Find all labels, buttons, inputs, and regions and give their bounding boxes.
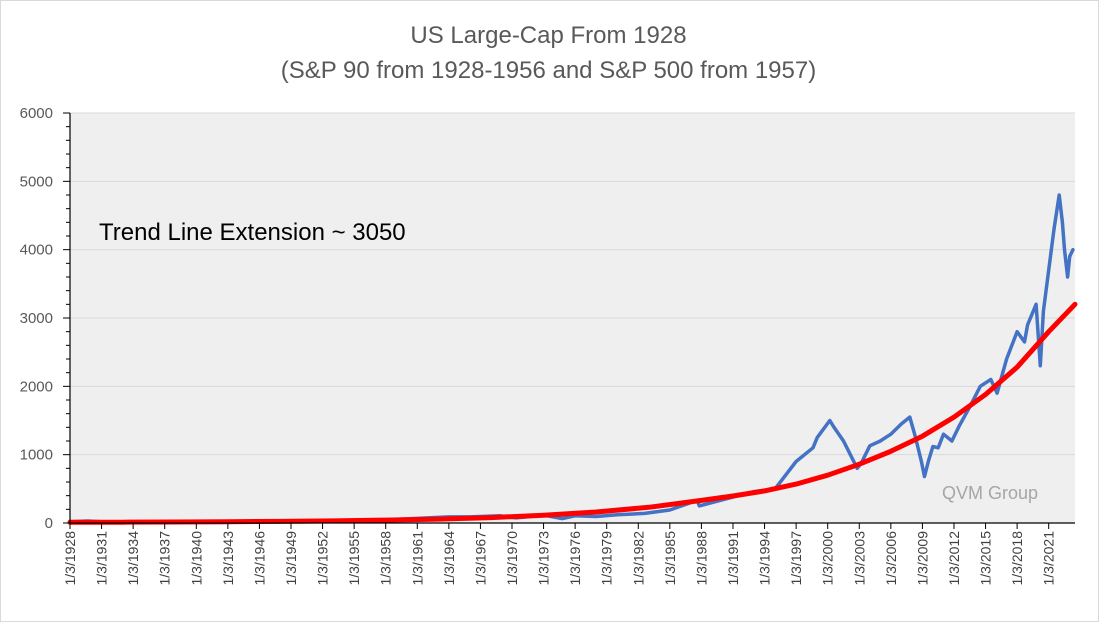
x-tick-label: 1/3/2015 bbox=[978, 531, 994, 586]
x-tick-label: 1/3/2006 bbox=[883, 531, 899, 586]
x-tick-label: 1/3/1973 bbox=[536, 531, 552, 586]
x-tick-label: 1/3/1985 bbox=[662, 531, 678, 586]
x-tick-label: 1/3/2012 bbox=[946, 531, 962, 586]
series-line-trend bbox=[67, 301, 1078, 525]
x-tick-label: 1/3/1958 bbox=[378, 531, 394, 586]
x-tick-label: 1/3/2021 bbox=[1041, 531, 1057, 586]
x-tick-label: 1/3/1961 bbox=[409, 531, 425, 586]
x-tick-label: 1/3/1931 bbox=[94, 531, 110, 586]
trend-annotation: Trend Line Extension ~ 3050 bbox=[99, 219, 406, 246]
x-tick-label: 1/3/1997 bbox=[788, 531, 804, 586]
x-tick-label: 1/3/1964 bbox=[441, 531, 457, 586]
y-tick-label: 6000 bbox=[20, 105, 53, 122]
x-tick-label: 1/3/1940 bbox=[188, 531, 204, 586]
series-group bbox=[67, 193, 1078, 525]
x-tick-label: 1/3/1970 bbox=[504, 531, 520, 586]
x-tick-label: 1/3/1967 bbox=[472, 531, 488, 586]
x-tick-label: 1/3/1982 bbox=[630, 531, 646, 586]
x-tick-label: 1/3/1949 bbox=[283, 531, 299, 586]
x-tick-label: 1/3/1994 bbox=[757, 531, 773, 586]
y-tick-label: 0 bbox=[45, 515, 53, 532]
x-tick-label: 1/3/1976 bbox=[567, 531, 583, 586]
x-tick-label: 1/3/2009 bbox=[914, 531, 930, 586]
y-tick-label: 5000 bbox=[20, 173, 53, 190]
x-tick-label: 1/3/2018 bbox=[1009, 531, 1025, 586]
chart-title: US Large-Cap From 1928 bbox=[410, 22, 687, 49]
y-tick-label: 3000 bbox=[20, 310, 53, 327]
x-tick-label: 1/3/1943 bbox=[220, 531, 236, 586]
axes bbox=[63, 112, 1075, 529]
x-tick-label: 1/3/1988 bbox=[693, 531, 709, 586]
x-tick-label: 1/3/1937 bbox=[157, 531, 173, 586]
chart-subtitle: (S&P 90 from 1928-1956 and S&P 500 from … bbox=[280, 57, 817, 84]
x-tick-label: 1/3/1928 bbox=[62, 531, 78, 586]
x-tick-label: 1/3/1934 bbox=[125, 531, 141, 586]
x-tick-label: 1/3/1955 bbox=[346, 531, 362, 586]
x-tick-label: 1/3/1979 bbox=[599, 531, 615, 586]
y-tick-label: 4000 bbox=[20, 242, 53, 259]
x-tick-label: 1/3/2003 bbox=[851, 531, 867, 586]
x-tick-label: 1/3/1946 bbox=[251, 531, 267, 586]
y-tick-labels: 0 1000 2000 3000 4000 5000 6000 bbox=[20, 105, 53, 532]
source-watermark: QVM Group bbox=[942, 483, 1038, 503]
x-tick-label: 1/3/2000 bbox=[820, 531, 836, 586]
x-tick-label: 1/3/1991 bbox=[725, 531, 741, 586]
x-tick-labels: 1/3/1928 1/3/1931 1/3/1934 1/3/1937 1/3/1940… bbox=[62, 531, 1057, 586]
x-tick-label: 1/3/1952 bbox=[315, 531, 331, 586]
y-tick-label: 1000 bbox=[20, 447, 53, 464]
gridlines bbox=[70, 112, 1075, 456]
y-tick-label: 2000 bbox=[20, 378, 53, 395]
